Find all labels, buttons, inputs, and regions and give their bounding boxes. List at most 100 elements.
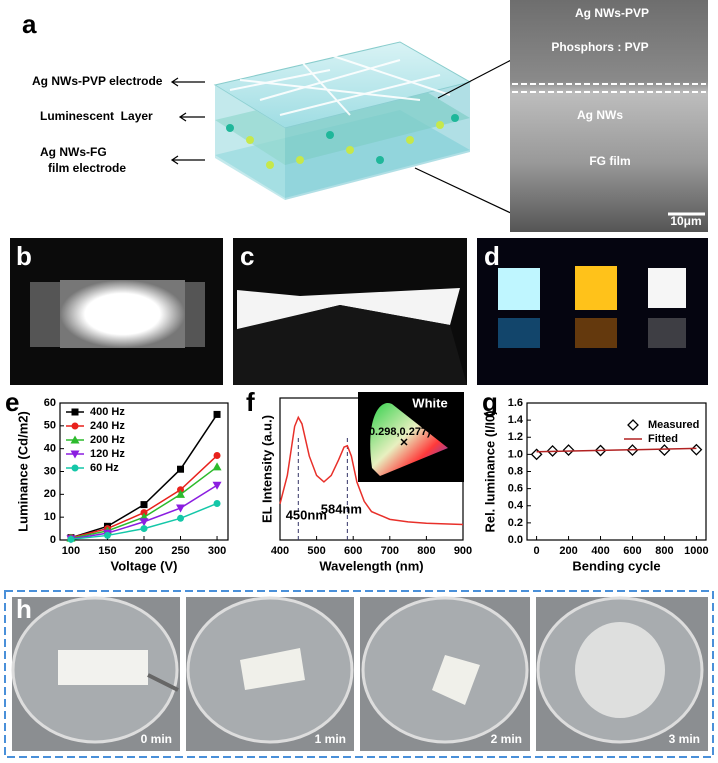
x-axis-label: Bending cycle bbox=[572, 558, 660, 573]
y-tick-label: 0.2 bbox=[508, 517, 523, 529]
sem-label: Ag NWs bbox=[577, 108, 623, 122]
y-tick-label: 1.0 bbox=[508, 448, 523, 460]
sem-image bbox=[510, 0, 708, 232]
marker bbox=[140, 501, 148, 509]
marker bbox=[70, 450, 80, 459]
time-label: 2 min bbox=[491, 732, 522, 746]
x-axis-label: Wavelength (nm) bbox=[319, 558, 423, 573]
y-tick-label: 60 bbox=[44, 397, 56, 409]
marker bbox=[139, 518, 149, 527]
x-tick-label: 300 bbox=[208, 545, 226, 557]
marker bbox=[177, 486, 185, 494]
x-tick-label: 250 bbox=[171, 545, 189, 557]
x-tick-label: 150 bbox=[98, 545, 116, 557]
marker bbox=[71, 464, 79, 472]
x-axis-label: Voltage (V) bbox=[111, 558, 178, 573]
panel-label: a bbox=[22, 9, 37, 39]
marker bbox=[213, 410, 221, 418]
series-line bbox=[536, 447, 697, 453]
x-tick-label: 800 bbox=[655, 545, 673, 557]
panel-label: b bbox=[16, 241, 32, 271]
marker bbox=[103, 531, 111, 539]
marker bbox=[530, 448, 543, 461]
y-tick-label: 30 bbox=[44, 465, 56, 477]
x-tick-label: 1000 bbox=[684, 545, 708, 557]
legend-label: 200 Hz bbox=[90, 434, 125, 446]
sem-label: FG film bbox=[589, 154, 630, 168]
x-tick-label: 600 bbox=[623, 545, 641, 557]
marker bbox=[213, 452, 221, 460]
legend-label: 400 Hz bbox=[90, 406, 125, 418]
marker bbox=[562, 444, 575, 457]
y-tick-label: 1.6 bbox=[508, 397, 523, 409]
y-axis-label: EL Intensity (a.u.) bbox=[259, 415, 274, 523]
panel-label: g bbox=[482, 387, 498, 417]
cie-label: (0.298,0.277) bbox=[365, 426, 431, 438]
sem-label: Ag NWs-PVP bbox=[575, 6, 649, 20]
legend-label: Fitted bbox=[648, 433, 678, 445]
y-tick-label: 0 bbox=[50, 534, 56, 546]
y-tick-label: 1.2 bbox=[508, 431, 523, 443]
cie-diagram bbox=[370, 402, 448, 476]
time-label: 3 min bbox=[669, 732, 700, 746]
layer-label: film electrode bbox=[48, 161, 126, 175]
layer-label: Ag NWs-FG bbox=[40, 145, 107, 159]
marker bbox=[71, 422, 79, 430]
y-tick-label: 0.6 bbox=[508, 483, 523, 495]
marker bbox=[176, 489, 186, 498]
marker bbox=[658, 444, 671, 457]
marker bbox=[213, 499, 221, 507]
marker bbox=[627, 419, 639, 431]
panel-label: h bbox=[16, 594, 32, 624]
marker bbox=[177, 465, 185, 473]
marker bbox=[70, 435, 80, 444]
y-tick-label: 10 bbox=[44, 511, 56, 523]
x-tick-label: 500 bbox=[307, 545, 325, 557]
dissolution-photos bbox=[4, 590, 714, 758]
x-tick-label: 400 bbox=[271, 545, 289, 557]
panel-label: f bbox=[246, 387, 255, 417]
y-tick-label: 40 bbox=[44, 443, 56, 455]
peak-label: 450nm bbox=[286, 507, 327, 522]
scale-bar-label: 10μm bbox=[670, 214, 701, 228]
marker bbox=[690, 443, 703, 456]
photos bbox=[10, 238, 708, 385]
series-line bbox=[279, 415, 464, 526]
panel-label: d bbox=[484, 241, 500, 271]
legend-label: 240 Hz bbox=[90, 420, 125, 432]
x-tick-label: 200 bbox=[559, 545, 577, 557]
panel-label: e bbox=[5, 387, 19, 417]
marker bbox=[67, 535, 75, 543]
plot-frame bbox=[279, 397, 464, 541]
marker bbox=[140, 525, 148, 533]
x-tick-label: 0 bbox=[534, 545, 540, 557]
marker bbox=[176, 504, 186, 513]
peak-label: 584nm bbox=[321, 501, 362, 516]
x-tick-label: 100 bbox=[62, 545, 80, 557]
panel-label: c bbox=[240, 241, 254, 271]
y-tick-label: 1.4 bbox=[508, 414, 524, 426]
marker bbox=[140, 509, 148, 517]
time-label: 0 min bbox=[141, 732, 172, 746]
y-tick-label: 50 bbox=[44, 420, 56, 432]
marker bbox=[212, 481, 222, 490]
marker bbox=[212, 462, 222, 471]
x-tick-label: 400 bbox=[591, 545, 609, 557]
x-tick-label: 200 bbox=[135, 545, 153, 557]
y-tick-label: 0.4 bbox=[508, 500, 524, 512]
y-axis-label: Rel. luminance (I/I0) bbox=[482, 410, 497, 532]
legend-label: Measured bbox=[648, 419, 699, 431]
layer-label: Ag NWs-PVP electrode bbox=[32, 74, 163, 88]
marker bbox=[71, 408, 79, 416]
layer-label: Luminescent Layer bbox=[40, 109, 153, 123]
legend-label: 60 Hz bbox=[90, 462, 119, 474]
time-label: 1 min bbox=[315, 732, 346, 746]
schematic bbox=[170, 41, 516, 216]
sem-label: Phosphors : PVP bbox=[551, 40, 648, 54]
y-tick-label: 0.0 bbox=[508, 534, 523, 546]
legend-label: 120 Hz bbox=[90, 448, 125, 460]
x-tick-label: 700 bbox=[381, 545, 399, 557]
cie-point bbox=[400, 438, 408, 446]
y-axis-label: Luminance (Cd/m2) bbox=[15, 411, 30, 532]
